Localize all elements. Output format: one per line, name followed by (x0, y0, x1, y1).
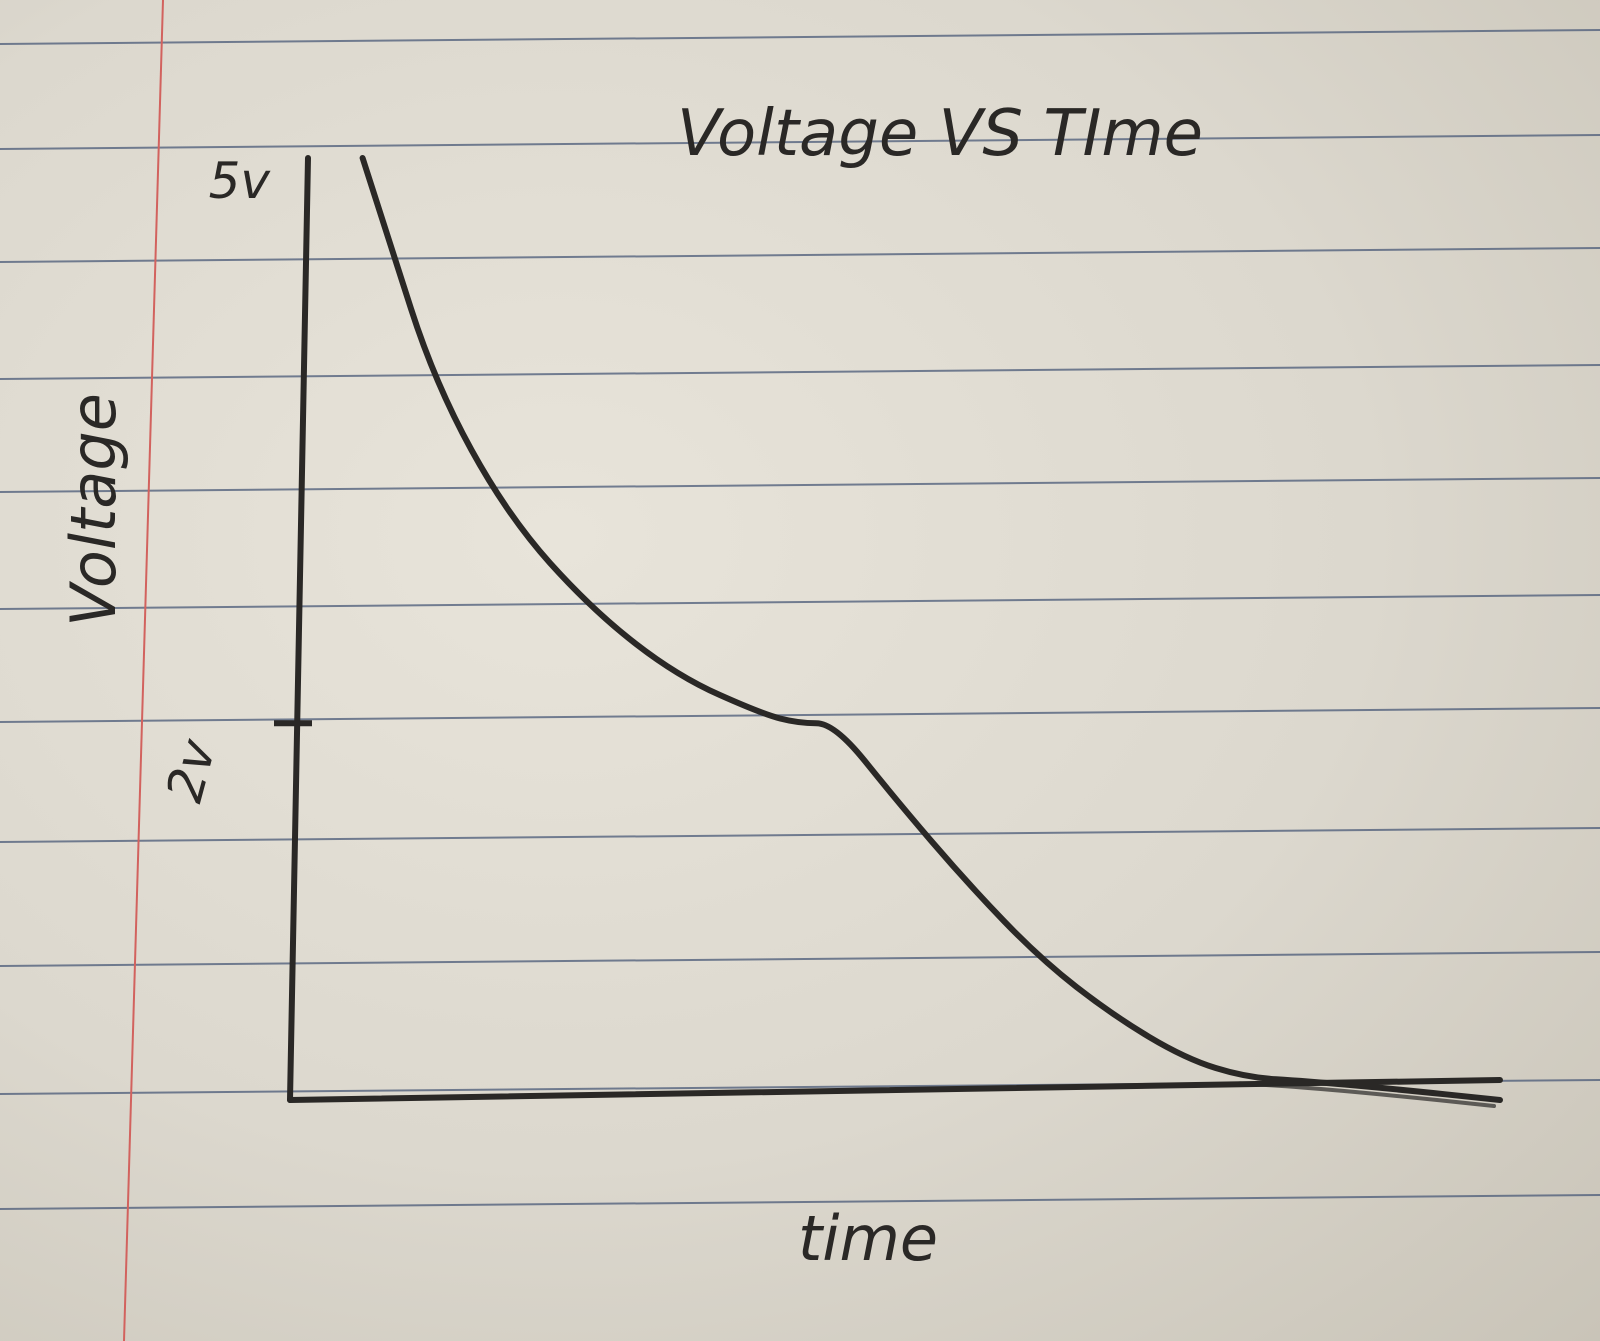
ruled-line (0, 594, 1600, 610)
ruled-line (0, 951, 1600, 967)
ruled-line (0, 827, 1600, 843)
ruled-line (0, 134, 1600, 150)
y-tick-label-top: 5v (209, 152, 272, 210)
ruled-line (0, 707, 1600, 723)
y-tick-label-mid: 2v (155, 732, 227, 808)
x-axis-label: time (798, 1202, 938, 1275)
voltage-curve-tail (1237, 1081, 1496, 1108)
y-axis (287, 155, 311, 1103)
ruled-line (0, 247, 1600, 263)
y-axis-label: Voltage (57, 393, 130, 627)
margin-line (123, 0, 164, 1341)
ruled-line (0, 29, 1600, 45)
voltage-curve (359, 155, 1503, 1103)
chart-title: Voltage VS TIme (677, 97, 1203, 171)
ruled-line (0, 1194, 1600, 1210)
ruled-line (0, 364, 1600, 380)
ruled-line (0, 477, 1600, 493)
